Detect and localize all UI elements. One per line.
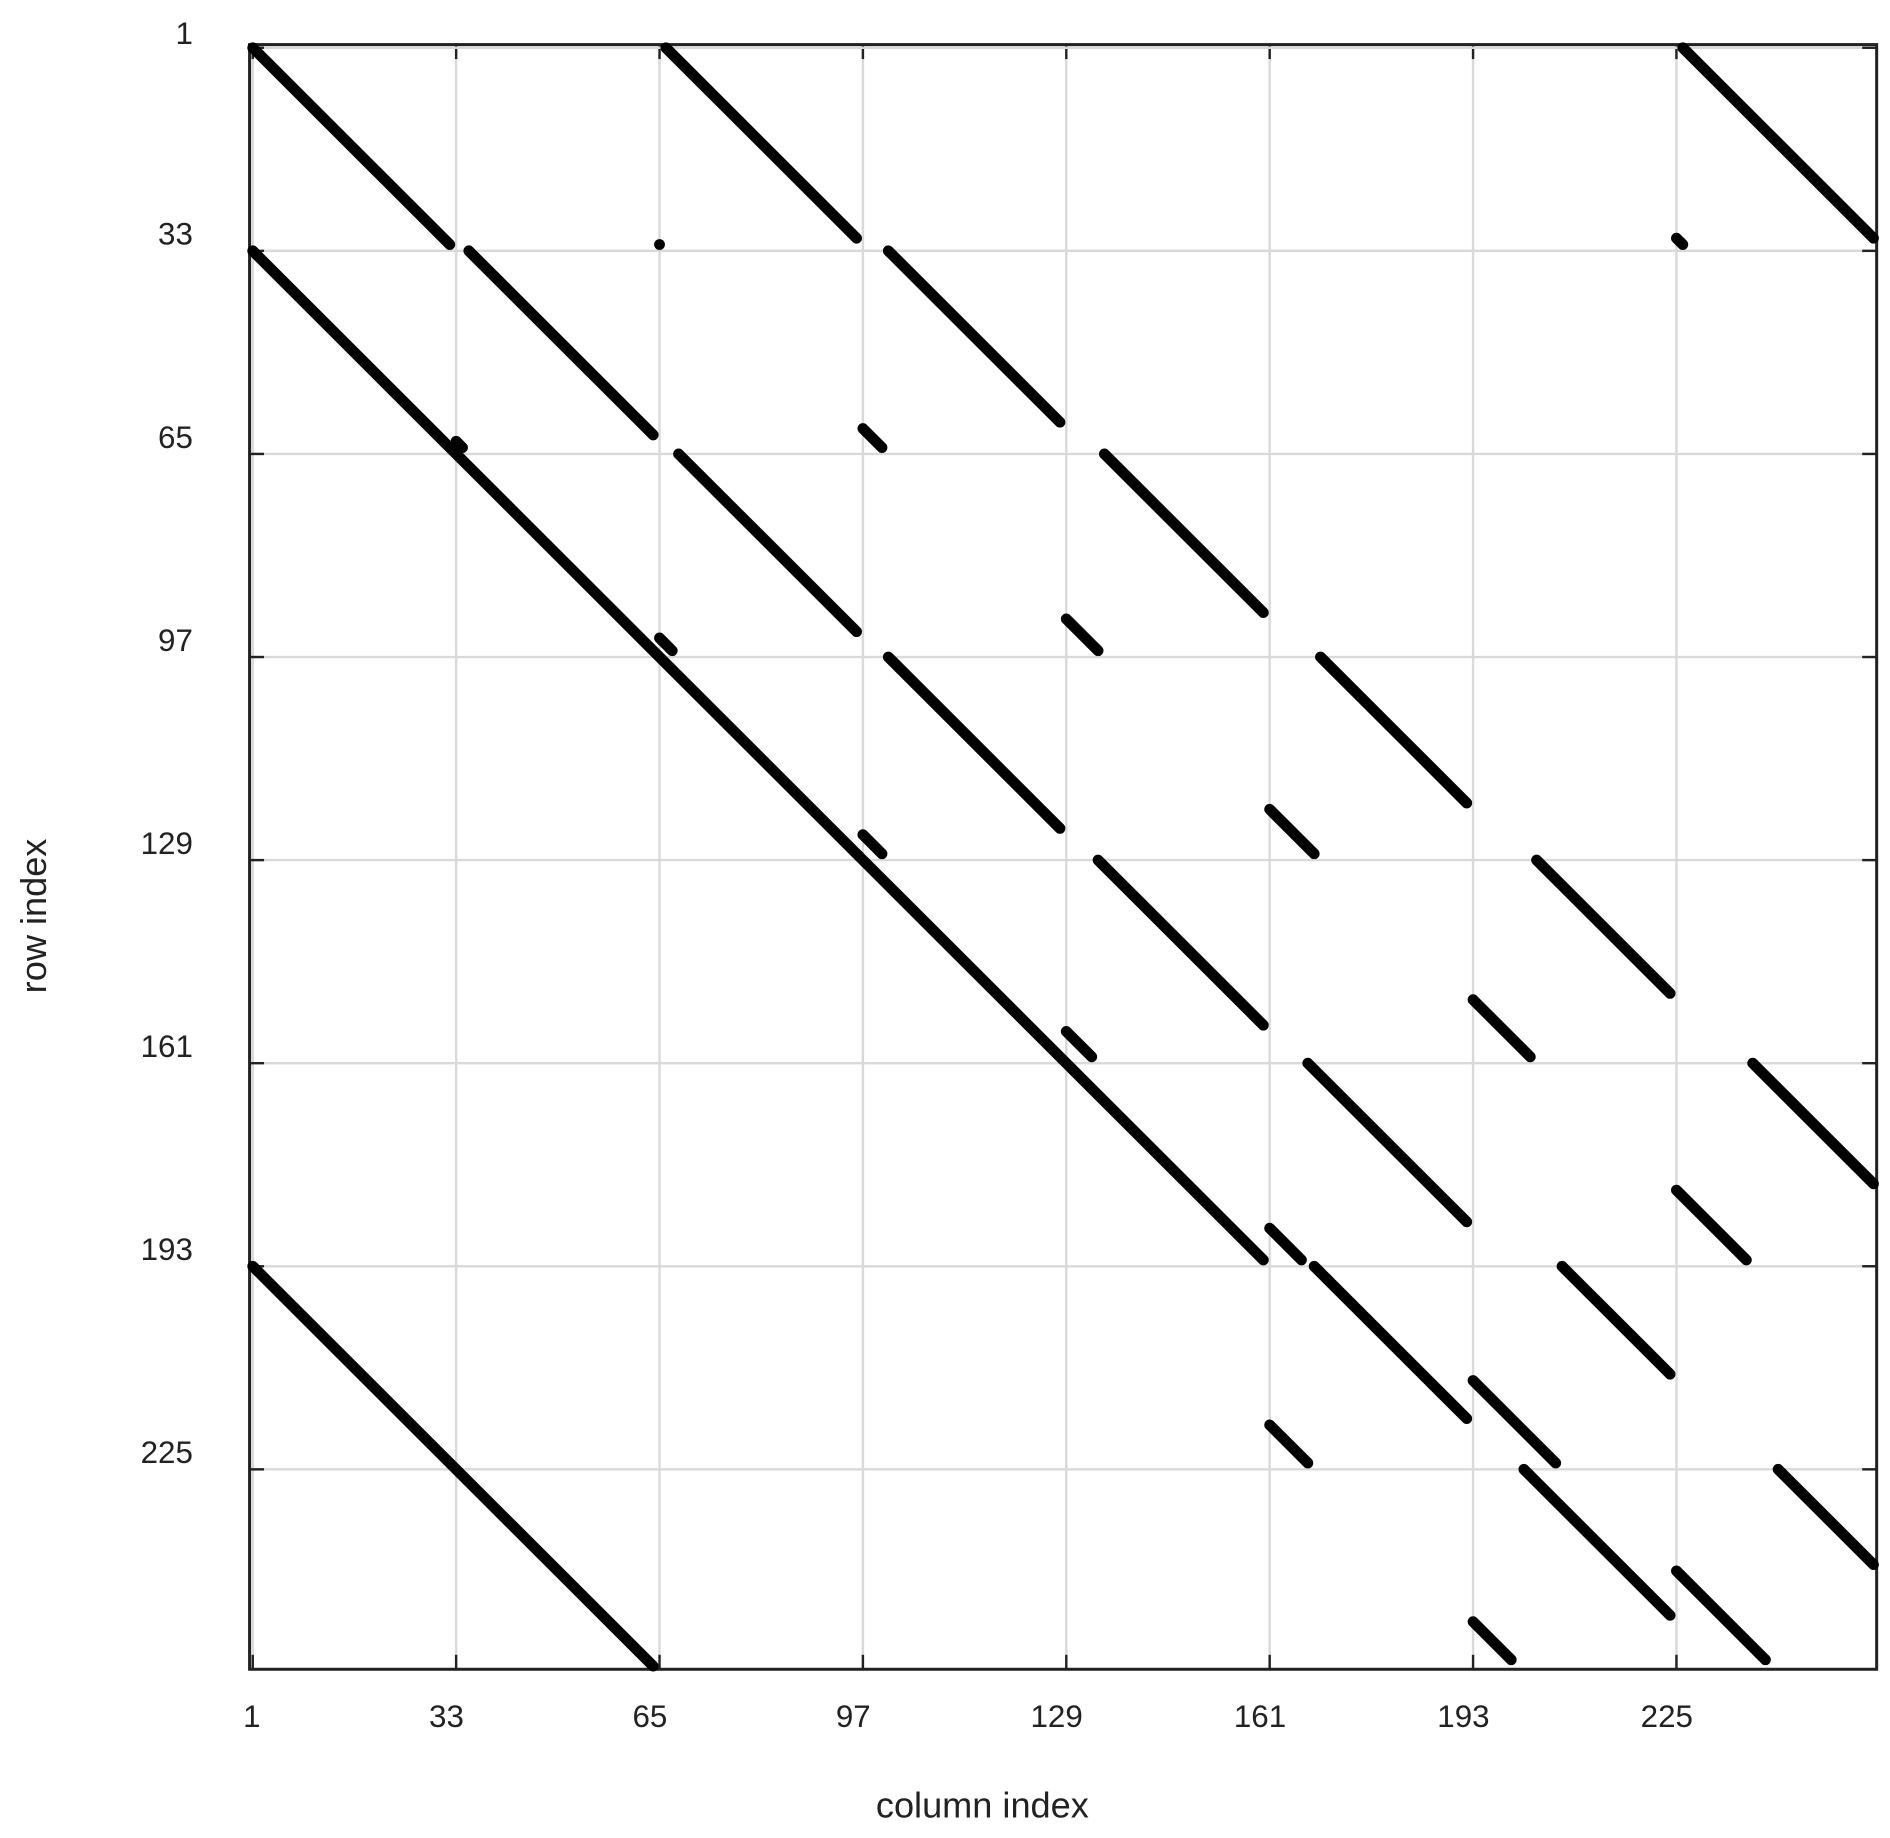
nonzero-run	[1671, 1184, 1752, 1266]
x-axis-title: column index	[876, 1784, 1089, 1825]
nonzero-run	[1556, 1260, 1676, 1380]
nonzero-run	[1772, 1463, 1879, 1570]
nonzero-run	[1518, 1463, 1676, 1621]
nonzero-run	[463, 245, 659, 441]
nonzero-run	[882, 245, 1066, 428]
nonzero-run	[247, 1260, 659, 1672]
nonzero-run	[882, 651, 1066, 834]
nonzero-run	[1315, 651, 1473, 809]
nonzero-run	[1671, 1565, 1771, 1666]
y-tick-label: 1	[175, 16, 192, 51]
x-tick-label: 193	[1437, 1699, 1489, 1734]
nonzero-run	[1060, 1026, 1098, 1063]
nonzero-run	[1099, 448, 1269, 619]
nonzero-run	[660, 42, 862, 244]
nonzero-run	[857, 423, 888, 454]
y-axis-title: row index	[13, 839, 54, 994]
nonzero-run	[1671, 232, 1689, 250]
nonzero-run	[1302, 1057, 1473, 1228]
y-tick-label: 65	[158, 420, 193, 455]
nonzero-run	[1060, 613, 1104, 657]
y-tick-label: 33	[158, 217, 193, 252]
nonzero-run	[1531, 854, 1676, 999]
x-tick-label: 33	[429, 1699, 464, 1734]
nonzero-run	[247, 42, 456, 250]
nonzero-run	[1264, 1419, 1314, 1469]
x-tick-label: 161	[1234, 1699, 1286, 1734]
nonzero-run	[1092, 854, 1269, 1031]
nonzero-run	[654, 632, 678, 657]
nonzero-run	[247, 245, 1269, 1266]
y-tick-label: 129	[141, 826, 193, 861]
nonzero-run	[1308, 1260, 1473, 1425]
nonzero-run	[1264, 803, 1320, 860]
nonzero-run	[673, 448, 862, 638]
y-tick-label: 161	[141, 1029, 193, 1064]
nonzero-run	[1467, 1616, 1517, 1666]
x-tick-label: 1	[243, 1699, 260, 1734]
nonzero-run	[450, 435, 468, 454]
x-tick-label: 129	[1031, 1699, 1083, 1734]
y-tick-label: 225	[141, 1435, 193, 1470]
nonzero-run	[1747, 1057, 1879, 1190]
plot-frame	[248, 43, 1879, 1671]
x-tick-label: 65	[632, 1699, 667, 1734]
nonzero-run	[857, 829, 888, 860]
nonzero-run	[1467, 1375, 1562, 1469]
y-tick-label: 193	[141, 1232, 193, 1267]
nonzero-run	[1264, 1222, 1307, 1266]
x-tick-label: 97	[836, 1699, 871, 1734]
nonzero-run	[1677, 42, 1879, 244]
y-tick-label: 97	[158, 623, 193, 658]
nonzero-run	[1467, 994, 1536, 1063]
x-tick-label: 225	[1641, 1699, 1693, 1734]
